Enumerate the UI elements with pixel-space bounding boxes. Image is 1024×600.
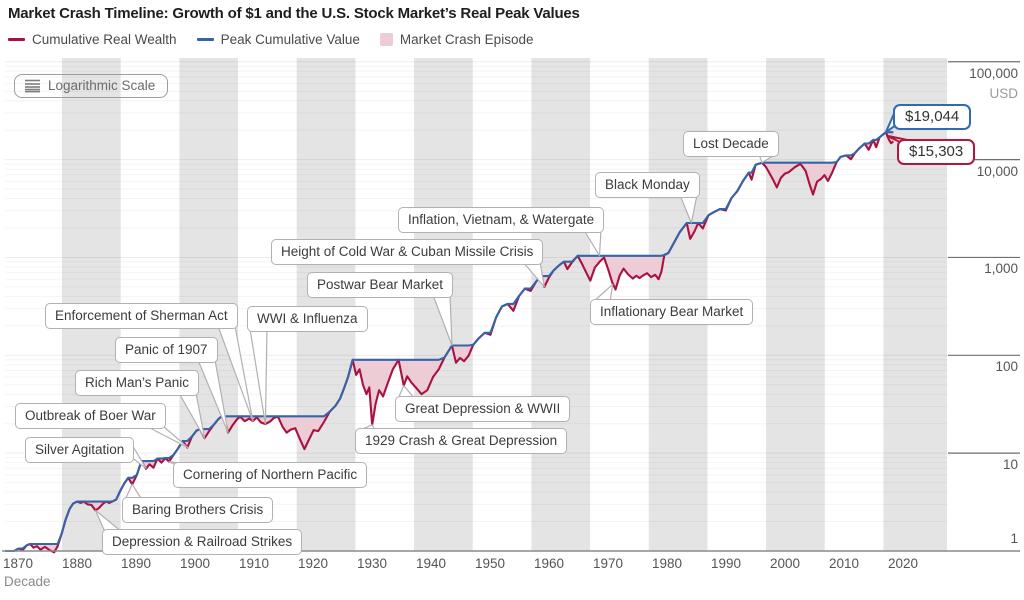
crash-annotation: Enforcement of Sherman Act	[45, 303, 238, 329]
x-tick-label: 1980	[651, 556, 683, 571]
y-tick-label: 1	[1010, 531, 1018, 546]
legend-label: Market Crash Episode	[399, 32, 534, 47]
crash-annotation: WWI & Influenza	[247, 306, 368, 332]
crash-annotation: Height of Cold War & Cuban Missile Crisi…	[271, 239, 544, 265]
y-tick-label: 100	[995, 359, 1018, 375]
x-tick-label: 1990	[710, 556, 742, 571]
crash-annotation: Silver Agitation	[25, 437, 135, 463]
crash-annotation: Panic of 1907	[115, 337, 218, 363]
legend-label: Cumulative Real Wealth	[32, 32, 177, 47]
log-scale-button-label: Logarithmic Scale	[48, 78, 156, 93]
crash-annotation: Cornering of Northern Pacific	[173, 462, 368, 488]
x-axis-title: Decade	[4, 574, 51, 589]
peak-value-callout: $19,044	[893, 104, 972, 130]
crash-annotation: Black Monday	[595, 172, 700, 198]
y-tick-label: 10,000	[976, 163, 1018, 179]
crash-annotation: Outbreak of Boer War	[15, 403, 166, 429]
crash-annotation: Inflation, Vietnam, & Watergate	[398, 207, 605, 233]
legend-item-market-crash-episode: Market Crash Episode	[379, 32, 534, 47]
crash-annotation: Depression & Railroad Strikes	[102, 529, 303, 555]
crash-annotation: Rich Man’s Panic	[75, 370, 200, 396]
x-tick-label: 1920	[297, 556, 329, 571]
x-tick-label: 1950	[474, 556, 506, 571]
y-tick-label: 1,000	[984, 261, 1018, 277]
x-tick-label: 1880	[61, 556, 93, 571]
x-tick-label: 1970	[592, 556, 624, 571]
crash-episode-swatch-icon	[379, 33, 393, 46]
legend-item-peak-cumulative-value: Peak Cumulative Value	[196, 32, 360, 47]
crash-annotation: Great Depression & WWII	[395, 396, 571, 422]
x-tick-label: 1930	[356, 556, 388, 571]
x-tick-label: 1890	[120, 556, 152, 571]
blue-line-swatch-icon	[196, 38, 214, 41]
y-tick-label: 10	[1002, 457, 1018, 473]
chart-legend: Cumulative Real Wealth Peak Cumulative V…	[8, 32, 533, 47]
x-tick-label: 1960	[533, 556, 565, 571]
crash-annotation: Postwar Bear Market	[307, 272, 454, 298]
x-tick-label: 1940	[415, 556, 447, 571]
x-tick-label: 2020	[887, 556, 919, 571]
logarithmic-scale-button[interactable]: Logarithmic Scale	[14, 74, 169, 98]
chart-title: Market Crash Timeline: Growth of $1 and …	[8, 5, 580, 22]
legend-item-cumulative-real-wealth: Cumulative Real Wealth	[8, 32, 177, 47]
x-tick-label: 1910	[238, 556, 270, 571]
crash-annotation: Lost Decade	[683, 131, 779, 157]
x-tick-label: 2000	[769, 556, 801, 571]
crash-annotation: Baring Brothers Crisis	[122, 497, 274, 523]
legend-label: Peak Cumulative Value	[220, 32, 360, 47]
x-tick-label: 2010	[828, 556, 860, 571]
x-tick-label: 1870	[2, 556, 34, 571]
crash-annotation: Inflationary Bear Market	[590, 299, 754, 325]
red-line-swatch-icon	[8, 38, 25, 41]
x-tick-label: 1900	[179, 556, 211, 571]
y-axis-unit-label: USD	[989, 85, 1018, 101]
crash-annotation: 1929 Crash & Great Depression	[355, 428, 568, 454]
y-tick-label: 100,000	[969, 65, 1018, 81]
final-wealth-callout: $15,303	[897, 139, 976, 165]
log-scale-icon	[25, 79, 40, 92]
